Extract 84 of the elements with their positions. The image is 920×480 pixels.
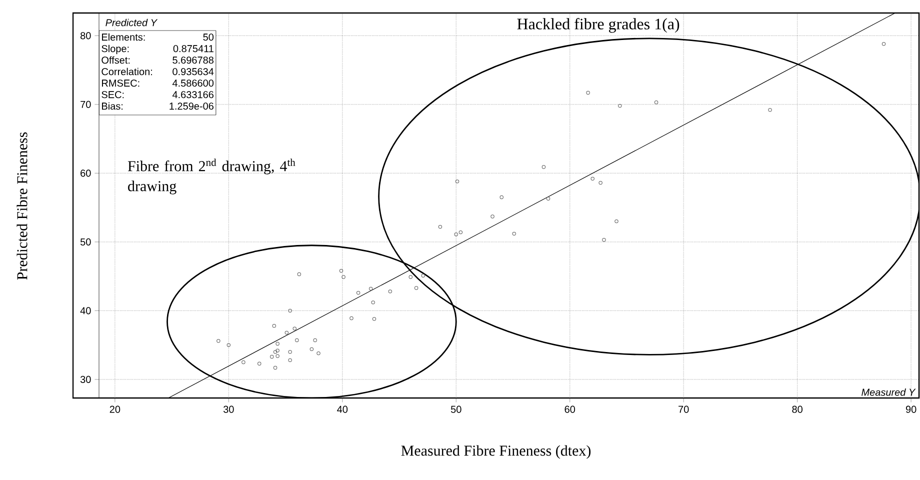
point <box>598 180 602 185</box>
x-tick-label: 40 <box>337 406 348 413</box>
point <box>512 232 516 236</box>
point <box>602 238 606 242</box>
point <box>310 347 314 352</box>
point <box>270 354 274 359</box>
annotation: SEC: <box>102 91 124 98</box>
point <box>371 300 375 304</box>
point <box>490 214 494 218</box>
y-tick-label: 60 <box>80 170 91 177</box>
annotation: Bias: <box>102 102 123 110</box>
point <box>273 350 278 354</box>
annotation: 0.875411 <box>173 45 214 52</box>
point <box>614 219 618 224</box>
point <box>542 165 546 169</box>
point <box>546 196 550 200</box>
point <box>455 180 460 184</box>
point <box>882 42 886 46</box>
point <box>216 339 220 343</box>
x-tick-label: 20 <box>110 406 120 413</box>
x-tick-label: 30 <box>223 406 234 413</box>
point <box>586 90 590 95</box>
point <box>292 326 296 330</box>
x-tick-label: 90 <box>906 406 916 413</box>
point <box>258 362 262 366</box>
point <box>339 268 344 273</box>
point <box>414 286 418 290</box>
x-tick-label: 50 <box>450 406 462 413</box>
point <box>242 360 246 364</box>
point <box>288 350 292 354</box>
x-tick-label: 80 <box>792 406 802 413</box>
annotation: Measured Y <box>862 388 916 396</box>
point <box>297 272 302 276</box>
annotation: Offset: <box>102 56 130 64</box>
point <box>313 338 317 342</box>
x-axis-title: Measured Fibre Fineness (dtex) <box>401 445 591 459</box>
point <box>272 324 276 328</box>
point <box>618 104 622 108</box>
point <box>372 317 376 321</box>
point <box>438 224 442 229</box>
point <box>226 343 231 347</box>
point <box>288 358 292 362</box>
point <box>276 348 280 352</box>
annotation: 5.696788 <box>172 56 214 64</box>
point <box>454 232 458 236</box>
point <box>500 195 504 200</box>
point <box>590 176 594 181</box>
point <box>284 330 289 335</box>
annotation: 4.586600 <box>172 80 214 87</box>
point <box>295 338 299 342</box>
point <box>276 354 280 358</box>
annotation: RMSEC: <box>102 80 140 87</box>
point <box>368 286 373 291</box>
point <box>342 275 346 279</box>
annotation: 0.935634 <box>172 68 214 76</box>
point <box>388 290 392 294</box>
point <box>273 366 278 370</box>
y-tick-label: 40 <box>80 307 91 314</box>
point <box>421 274 425 278</box>
point <box>356 290 360 295</box>
point <box>408 275 412 279</box>
annotation: Slope: <box>102 44 129 54</box>
annotation: 1.259e-06 <box>170 102 214 110</box>
x-tick-label: 70 <box>678 406 689 413</box>
point <box>768 108 772 112</box>
annotation: Predicted Y <box>106 18 158 26</box>
point <box>316 351 320 356</box>
y-tick-label: 50 <box>80 238 91 246</box>
annotation: Elements: <box>102 33 145 41</box>
point <box>458 230 463 234</box>
y-tick-label: 80 <box>80 32 91 40</box>
annotation: Correlation: <box>102 68 152 76</box>
point <box>350 316 354 320</box>
point <box>276 342 280 346</box>
y-tick-label: 30 <box>80 376 91 383</box>
x-tick-label: 60 <box>564 406 576 413</box>
annotation: 4.633166 <box>172 91 214 98</box>
text: Fibre from 2$^{nd}$ drawing, 4$^{th}$ drawing <box>128 158 296 194</box>
annotation: 50 <box>203 34 214 41</box>
point <box>288 308 292 313</box>
point <box>654 100 658 104</box>
y-axis-title: Predicted Fibre Fineness <box>16 132 28 280</box>
annotation: Hackled fibre grades 1(a) <box>517 18 680 33</box>
y-tick-label: 70 <box>80 100 91 108</box>
